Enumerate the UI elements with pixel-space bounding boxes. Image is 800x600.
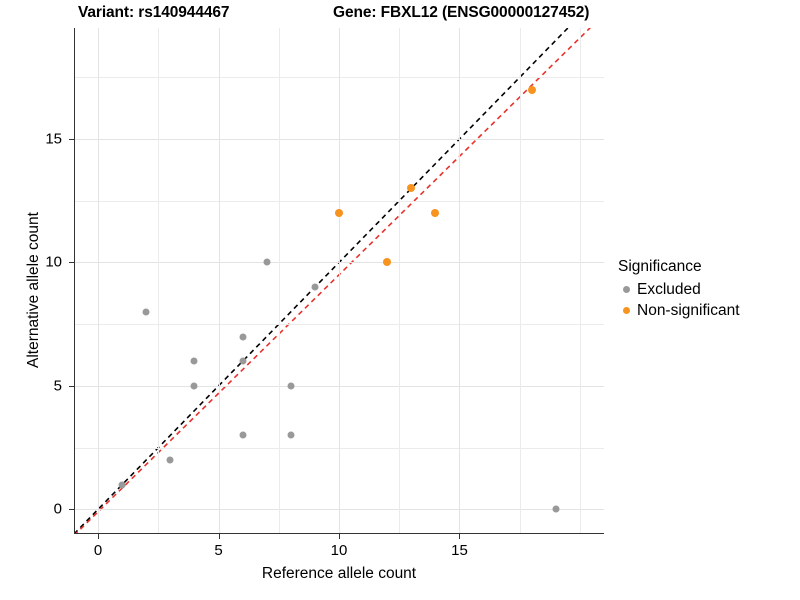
gridline-vertical [339,28,340,534]
x-axis-tick-label: 10 [330,542,348,559]
plot-panel [74,28,604,534]
data-point [190,382,198,390]
legend-title: Significance [618,258,702,275]
data-point [239,357,247,365]
data-point [239,431,247,439]
gridline-vertical [218,28,220,534]
legend-dot-icon [623,286,630,293]
data-point [263,258,271,266]
y-axis-tick-label: 10 [45,253,62,271]
x-axis-tick [339,534,340,539]
gridline-vertical [579,28,581,534]
data-point [287,431,295,439]
data-point [407,184,416,193]
gridline-vertical [519,28,521,534]
y-axis-line [74,28,76,534]
data-point [239,333,247,341]
x-axis-tick-label: 0 [93,542,103,559]
y-axis-tick-label: 0 [53,500,62,518]
legend-dot-icon [623,307,630,314]
gridline-vertical [98,28,100,534]
y-axis-tick-label: 5 [53,377,62,395]
y-axis-tick [69,509,74,511]
legend-items: Excluded Non-significant [618,279,740,321]
data-point [335,209,343,218]
gridline-vertical [459,28,461,534]
legend-item-non-significant[interactable]: Non-significant [618,300,740,321]
gridline-vertical [399,28,401,534]
variant-title: Variant: rs140944467 [78,4,230,21]
y-axis-tick [69,262,74,264]
x-axis-line [74,533,604,535]
legend-item-excluded[interactable]: Excluded [618,279,740,300]
x-axis-tick-label: 5 [214,542,223,559]
legend-item-label: Excluded [637,280,701,298]
gridline-vertical [278,28,280,534]
y-axis-label: Alternative allele count [25,212,42,368]
data-point [552,505,560,513]
gridline-vertical [158,28,160,534]
data-point [431,209,440,218]
data-point [383,258,392,267]
x-axis-tick-label: 15 [451,542,468,559]
gene-title: Gene: FBXL12 (ENSG00000127452) [333,4,590,21]
data-point [190,357,198,365]
y-axis-tick [69,385,74,387]
y-axis-tick-label: 15 [45,130,62,148]
data-point [166,456,174,464]
y-axis-tick [69,139,74,141]
data-point [311,283,319,291]
data-point [118,481,126,489]
legend-key [618,286,635,293]
legend: Significance Excluded Non-significant [618,258,740,321]
data-point [287,382,295,390]
data-point [142,308,150,316]
x-axis-tick [98,534,100,539]
x-axis-label: Reference allele count [261,565,417,582]
x-axis-tick [218,534,220,539]
legend-key [618,307,635,314]
data-point [527,85,536,94]
legend-item-label: Non-significant [637,301,740,319]
x-axis-tick [459,534,461,539]
